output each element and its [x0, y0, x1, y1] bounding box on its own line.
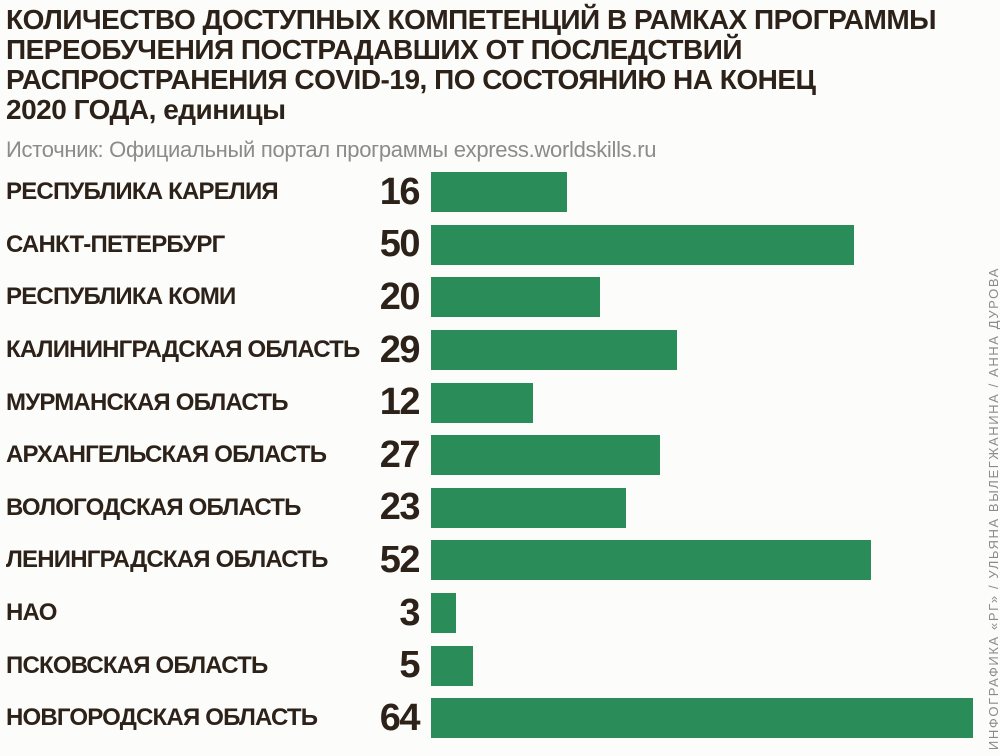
bar-chart: РЕСПУБЛИКА КАРЕЛИЯ 16 САНКТ-ПЕТЕРБУРГ 50 РЕС…: [0, 166, 1000, 745]
value-label: 23: [379, 486, 421, 529]
bar: [431, 593, 457, 634]
chart-title-line-3: РАСПРОСТРАНЕНИЯ COVID-19, ПО СОСТОЯНИЮ Н…: [6, 64, 816, 95]
bar: [431, 487, 626, 528]
bar: [431, 698, 973, 739]
chart-row: МУРМАНСКАЯ ОБЛАСТЬ 12: [6, 376, 1000, 429]
bar-track: [431, 645, 973, 686]
chart-title-line-1: КОЛИЧЕСТВО ДОСТУПНЫХ КОМПЕТЕНЦИЙ В РАМКА…: [6, 4, 937, 35]
bar: [431, 645, 474, 686]
bar: [431, 330, 677, 371]
category-label: ПСКОВСКАЯ ОБЛАСТЬ: [6, 651, 268, 679]
bar-track: [431, 593, 973, 634]
category-label: НАО: [6, 599, 57, 627]
bar-track: [431, 698, 973, 739]
value-label: 29: [379, 328, 421, 371]
value-label: 20: [379, 275, 421, 318]
chart-title-line-2: ПЕРЕОБУЧЕНИЯ ПОСТРАДАВШИХ ОТ ПОСЛЕДСТВИЙ: [6, 34, 742, 65]
category-label: МУРМАНСКАЯ ОБЛАСТЬ: [6, 388, 288, 416]
category-label: КАЛИНИНГРАДСКАЯ ОБЛАСТЬ: [6, 336, 360, 364]
category-label: РЕСПУБЛИКА КОМИ: [6, 283, 236, 311]
header: КОЛИЧЕСТВО ДОСТУПНЫХ КОМПЕТЕНЦИЙ В РАМКА…: [0, 0, 1000, 163]
bar-track: [431, 487, 973, 528]
category-label: ЛЕНИНГРАДСКАЯ ОБЛАСТЬ: [6, 546, 328, 574]
value-label: 16: [379, 170, 421, 213]
bar: [431, 382, 533, 423]
chart-row: САНКТ-ПЕТЕРБУРГ 50: [6, 219, 1000, 272]
bar-track: [431, 224, 973, 265]
chart-row: РЕСПУБЛИКА КОМИ 20: [6, 271, 1000, 324]
chart-row: ПСКОВСКАЯ ОБЛАСТЬ 5: [6, 639, 1000, 692]
chart-row: КАЛИНИНГРАДСКАЯ ОБЛАСТЬ 29: [6, 324, 1000, 377]
bar: [431, 224, 855, 265]
category-label: АРХАНГЕЛЬСКАЯ ОБЛАСТЬ: [6, 441, 327, 469]
value-label: 64: [379, 696, 421, 739]
source-note: Источник: Официальный портал программы e…: [6, 137, 657, 162]
category-label: САНКТ-ПЕТЕРБУРГ: [6, 230, 225, 258]
bar-track: [431, 172, 973, 213]
bar: [431, 540, 872, 581]
chart-title-line-4: 2020 ГОДА, единицы: [6, 94, 286, 125]
credit-vertical-text: ИНФОГРАФИКА «РГ» / УЛЬЯНА ВЫЛЕГЖАНИНА / …: [986, 266, 1000, 750]
chart-row: ЛЕНИНГРАДСКАЯ ОБЛАСТЬ 52: [6, 534, 1000, 587]
value-label: 27: [379, 433, 421, 476]
category-label: НОВГОРОДСКАЯ ОБЛАСТЬ: [6, 704, 318, 732]
chart-title: КОЛИЧЕСТВО ДОСТУПНЫХ КОМПЕТЕНЦИЙ В РАМКА…: [6, 5, 990, 125]
value-label: 52: [379, 538, 421, 581]
bar: [431, 435, 660, 476]
value-label: 5: [399, 644, 420, 687]
chart-row: НАО 3: [6, 587, 1000, 640]
bar-track: [431, 382, 973, 423]
chart-row: АРХАНГЕЛЬСКАЯ ОБЛАСТЬ 27: [6, 429, 1000, 482]
category-label: РЕСПУБЛИКА КАРЕЛИЯ: [6, 178, 279, 206]
chart-row: РЕСПУБЛИКА КАРЕЛИЯ 16: [6, 166, 1000, 219]
bar-track: [431, 330, 973, 371]
value-label: 12: [379, 381, 421, 424]
bar: [431, 172, 567, 213]
chart-row: НОВГОРОДСКАЯ ОБЛАСТЬ 64: [6, 692, 1000, 745]
value-label: 3: [399, 591, 420, 634]
chart-row: ВОЛОГОДСКАЯ ОБЛАСТЬ 23: [6, 482, 1000, 535]
bar: [431, 277, 601, 318]
bar-track: [431, 540, 973, 581]
bar-track: [431, 435, 973, 476]
value-label: 50: [379, 223, 421, 266]
category-label: ВОЛОГОДСКАЯ ОБЛАСТЬ: [6, 493, 301, 521]
bar-track: [431, 277, 973, 318]
